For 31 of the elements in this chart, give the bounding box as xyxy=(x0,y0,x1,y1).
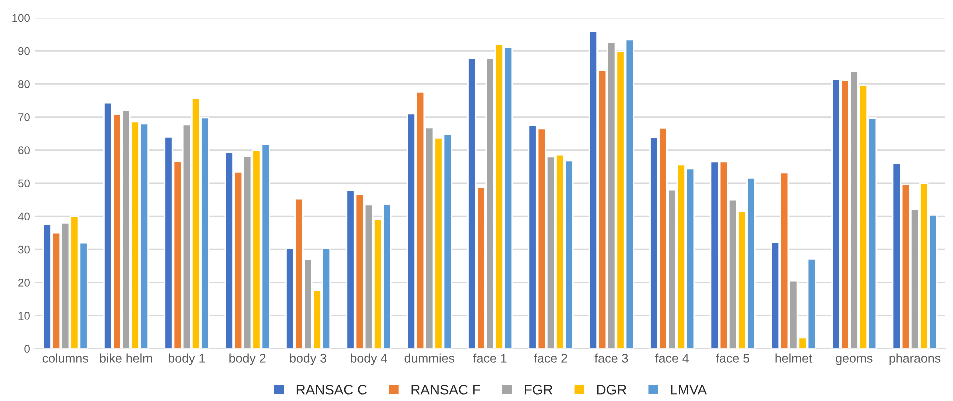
x-tick-label: helmet xyxy=(776,354,812,363)
y-tick-label: 100 xyxy=(12,14,30,22)
x-tick-label: body 4 xyxy=(351,354,388,366)
legend-label: FGR xyxy=(525,384,553,395)
y-tick-label: 60 xyxy=(18,146,30,155)
y-tick-label: 40 xyxy=(18,212,30,221)
x-tick-label: body 2 xyxy=(230,354,266,366)
x-tick-label: geoms xyxy=(836,356,873,366)
x-tick-label: face 1 xyxy=(473,354,507,363)
legend-label: LMVA xyxy=(671,385,707,395)
y-tick-label: 80 xyxy=(18,80,30,88)
x-tick-label: body 1 xyxy=(168,354,206,366)
y-tick-label: 0 xyxy=(24,345,30,354)
y-tick-label: 90 xyxy=(18,47,30,56)
x-tick-label: pharaons xyxy=(890,354,941,366)
legend-label: DGR xyxy=(597,384,627,395)
legend-label: RANSAC C xyxy=(296,384,368,395)
x-tick-label: body 3 xyxy=(290,354,327,366)
x-tick-label: columns xyxy=(42,354,88,363)
x-tick-label: bike helm xyxy=(100,354,152,363)
x-tick-label: dummies xyxy=(404,354,455,363)
x-tick-label: face 3 xyxy=(594,354,628,363)
y-tick-label: 10 xyxy=(18,312,30,320)
y-tick-label: 20 xyxy=(18,278,30,287)
y-tick-label: 50 xyxy=(18,180,30,188)
y-tick-label: 30 xyxy=(18,246,30,254)
legend-label: RANSAC F xyxy=(412,384,480,395)
x-tick-label: face 2 xyxy=(534,354,568,363)
y-tick-label: 70 xyxy=(18,114,30,122)
x-tick-label: face 4 xyxy=(655,354,690,363)
x-tick-label: face 5 xyxy=(716,354,750,363)
